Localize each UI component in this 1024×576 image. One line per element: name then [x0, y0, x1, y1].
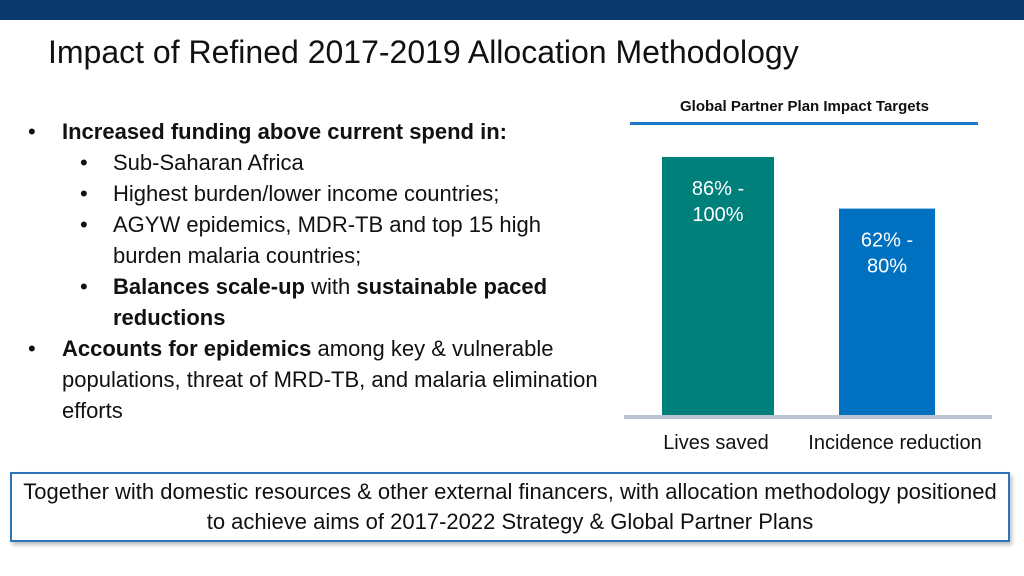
chart-baseline — [624, 415, 992, 419]
summary-text: Together with domestic resources & other… — [23, 479, 997, 534]
summary-box: Together with domestic resources & other… — [10, 472, 1010, 542]
bar-data-label: 62% -80% — [861, 230, 913, 278]
bar-incidence-reduction — [839, 208, 935, 415]
bar-lives-saved — [662, 157, 774, 415]
bar-chart: 86% -100% Lives saved 62% -80% Incidence re… — [624, 157, 992, 454]
bullet-bold-text: Balances scale-up — [113, 274, 305, 299]
bullet-text: among key & vulnerable populations, thre… — [62, 336, 598, 423]
bullet-bold-text: Accounts for epidemics — [62, 336, 312, 361]
sub-bullet-item: Sub-Saharan Africa — [28, 147, 598, 178]
bullet-item: Accounts for epidemics among key & vulne… — [28, 333, 598, 426]
sub-bullet-item: Balances scale-up with sustainable paced… — [28, 271, 598, 333]
bullet-list: Increased funding above current spend in… — [28, 116, 598, 426]
top-banner — [0, 0, 1024, 20]
bullet-item: Increased funding above current spend in… — [28, 116, 598, 147]
chart-title-underline — [630, 122, 978, 125]
chart-title: Global Partner Plan Impact Targets — [680, 98, 929, 115]
bullet-text: Increased funding above current spend in… — [62, 119, 507, 144]
category-label: Incidence reduction — [808, 432, 981, 454]
slide-title: Impact of Refined 2017-2019 Allocation M… — [48, 34, 799, 70]
category-label: Lives saved — [663, 432, 769, 454]
bullet-text: with — [304, 274, 357, 299]
sub-bullet-item: Highest burden/lower income countries; — [28, 178, 598, 209]
sub-bullet-item: AGYW epidemics, MDR-TB and top 15 high b… — [28, 209, 598, 271]
bar-data-label: 86% -100% — [692, 178, 744, 226]
bullet-bold-text: sustainable paced reductions — [113, 274, 548, 330]
